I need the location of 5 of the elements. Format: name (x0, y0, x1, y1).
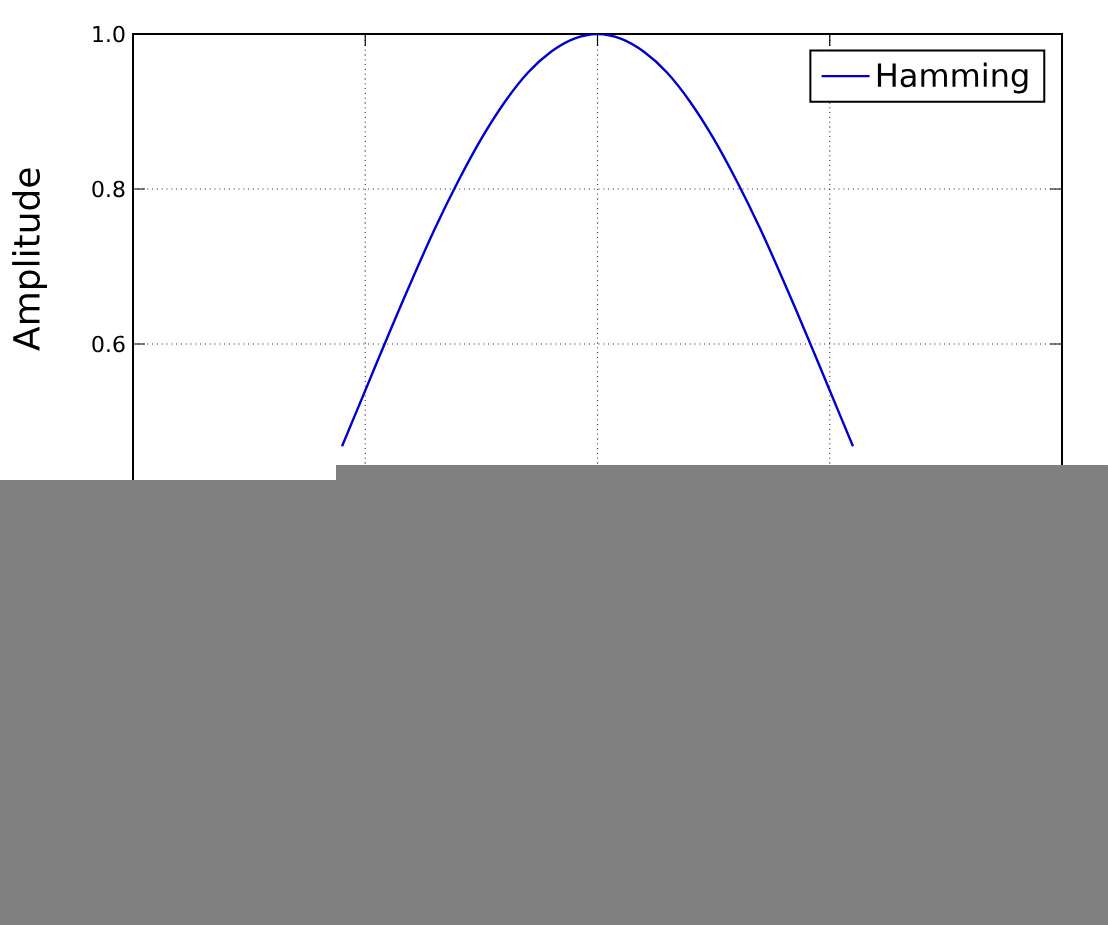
y-axis-title: Amplitude (12, 168, 47, 351)
y-tick-label: 1.0 (93, 25, 125, 43)
y-tick-label: 0.6 (92, 335, 125, 353)
legend-label: Hamming (877, 62, 1028, 94)
y-tick-label: 0.8 (92, 180, 125, 198)
